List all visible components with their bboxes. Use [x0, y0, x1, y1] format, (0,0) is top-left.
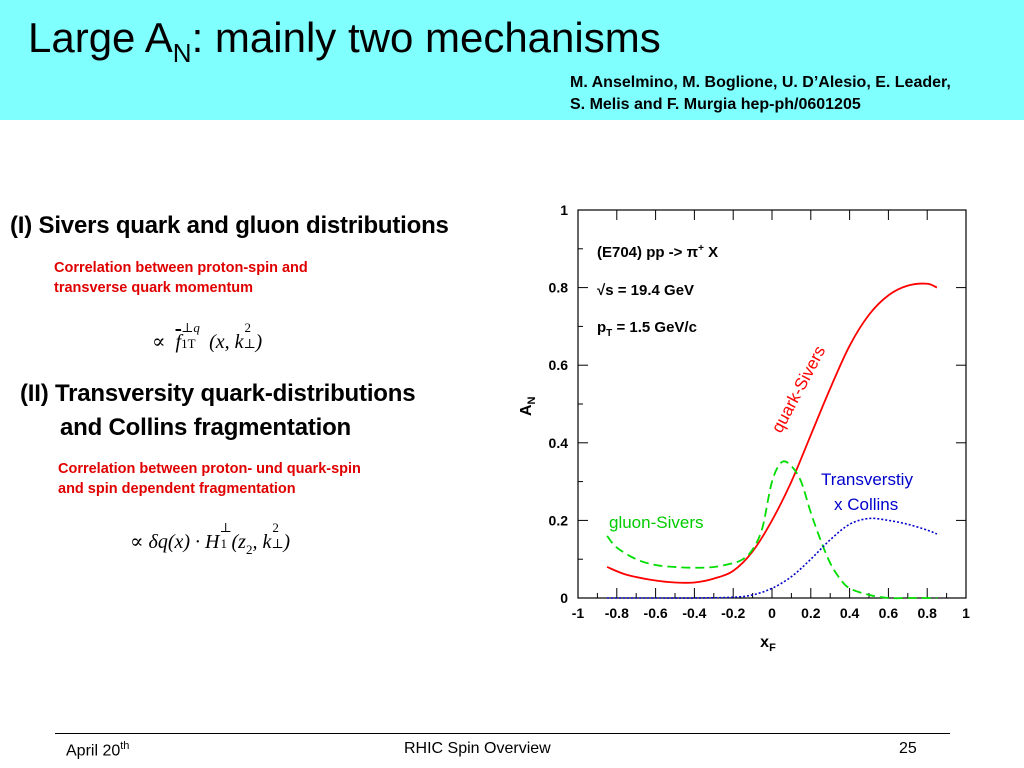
formula-f: f [175, 331, 182, 353]
an-vs-xf-chart: -1 -0.8 -0.6 -0.4 -0.2 0 0.2 0.4 0.6 0.8 1 0 0.2 0.4… [518, 202, 970, 654]
y-tick-label: 0.8 [549, 280, 569, 296]
series-line-1 [606, 460, 937, 600]
page-number: 25 [899, 740, 917, 757]
title-subscript: N [172, 38, 192, 68]
y-tick-label: 0.2 [549, 512, 569, 528]
annotation-pt: pT = 1.5 GeV/c [597, 319, 697, 339]
formula-z: (z [231, 531, 246, 553]
section-2-note-line-2: and spin dependent fragmentation [58, 481, 296, 497]
y-axis-label: AN [518, 396, 538, 416]
transversity-label-line-2: x Collins [834, 495, 898, 514]
x-tick-label: 0 [768, 605, 776, 621]
formula-k-sup: 2 [244, 320, 252, 335]
authors-line-2: S. Melis and F. Murgia hep-ph/0601205 [570, 96, 861, 113]
authors-line-1: M. Anselmino, M. Boglione, U. D’Alesio, … [570, 74, 951, 91]
x-tick-label: 1 [962, 605, 970, 621]
series-line-0 [606, 282, 938, 584]
y-tick-label: 0 [560, 590, 568, 606]
y-tick-label: 0.6 [549, 357, 569, 373]
formula-h-sub: 1 [220, 536, 227, 551]
x-tick-label: 0.8 [917, 605, 937, 621]
formula-k-sub: ⊥ [243, 336, 256, 351]
x-tick-label: -0.8 [605, 605, 629, 621]
section-2-note-line-1: Correlation between proton- und quark-sp… [58, 461, 361, 477]
section-1-note-line-1: Correlation between proton-spin and [54, 260, 308, 276]
formula-args: (x, k [209, 331, 244, 353]
proportional-symbol: ∝ [152, 331, 166, 353]
x-tick-label: 0.6 [879, 605, 899, 621]
section-1-heading: (I) Sivers quark and gluon distributions [10, 212, 449, 239]
footer-date-text: April 20 [66, 742, 121, 760]
x-tick-label: 0.2 [801, 605, 821, 621]
formula-k-sub: ⊥ [271, 536, 284, 551]
x-tick-label: -0.2 [721, 605, 745, 621]
formula-h-sup: ⊥ [219, 520, 232, 535]
x-tick-label: 0.4 [840, 605, 860, 621]
section-1-note: Correlation between proton-spin and tran… [54, 258, 308, 298]
x-axis-ticks: -1 -0.8 -0.6 -0.4 -0.2 0 0.2 0.4 0.6 0.8 1 [572, 210, 970, 621]
curves [606, 282, 938, 600]
footer-date-sup: th [120, 740, 130, 752]
author-citation: M. Anselmino, M. Boglione, U. D’Alesio, … [570, 72, 951, 116]
x-tick-label: -0.4 [682, 605, 706, 621]
formula-z-sub: 2 [245, 542, 253, 557]
footer-rule [55, 733, 950, 734]
y-axis-ticks: 0 0.2 0.4 0.6 0.8 1 [549, 202, 966, 606]
formula-k-sup: 2 [272, 520, 279, 535]
section-1-note-line-2: transverse quark momentum [54, 280, 254, 296]
series-line-2 [607, 517, 938, 599]
title-text: Large A [28, 14, 173, 61]
formula-k: , k [252, 531, 272, 553]
footer-date: April 20th [66, 740, 129, 760]
quark-sivers-label: quark-Sivers [768, 343, 830, 436]
section-2-heading-line-2: and Collins fragmentation [60, 414, 352, 441]
annotation-energy: √s = 19.4 GeV [597, 282, 694, 299]
formula-close: ) [255, 331, 263, 353]
gluon-sivers-label: gluon-Sivers [609, 513, 704, 532]
transversity-label-line-1: Transverstiy [821, 470, 913, 489]
section-2-note: Correlation between proton- und quark-sp… [58, 459, 361, 499]
collins-formula: ∝ δq(x) · H ⊥ 1 (z2, k 2 ⊥) [130, 520, 290, 557]
y-tick-label: 1 [560, 202, 568, 218]
x-axis-label: xF [760, 634, 776, 654]
footer-title: RHIC Spin Overview [404, 740, 551, 757]
title-text-post: : mainly two mechanisms [191, 14, 661, 61]
page-title: Large AN: mainly two mechanisms [28, 14, 661, 69]
plot-frame [577, 209, 967, 599]
title-banner: Large AN: mainly two mechanisms M. Ansel… [0, 0, 1024, 120]
sivers-formula: ∝ f ⊥q 1T (x, k 2 ⊥) [152, 320, 263, 354]
formula-sub: 1T [181, 336, 196, 351]
proportional-symbol: ∝ [130, 531, 144, 553]
formula-dq: δq(x) · H [148, 531, 220, 553]
y-tick-label: 0.4 [549, 435, 569, 451]
formula-sup: ⊥q [181, 320, 200, 335]
section-2-heading-line-1: (II) Transversity quark-distributions [20, 380, 416, 407]
x-tick-label: -0.6 [644, 605, 668, 621]
formula-close: ) [283, 531, 290, 553]
x-tick-label: -1 [572, 605, 585, 621]
annotation-experiment: (E704) pp -> π+ X [597, 243, 718, 261]
